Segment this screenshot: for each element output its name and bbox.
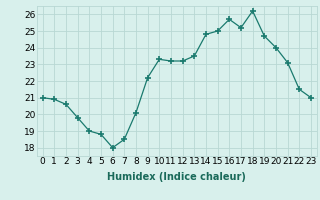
X-axis label: Humidex (Indice chaleur): Humidex (Indice chaleur) bbox=[108, 172, 246, 182]
